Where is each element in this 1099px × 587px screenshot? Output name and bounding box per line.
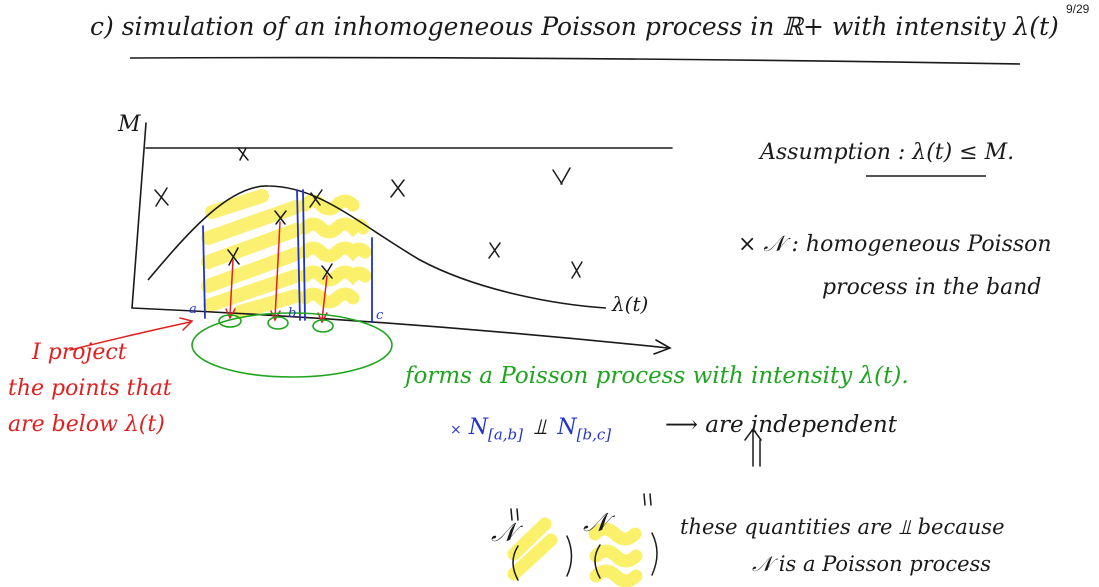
poisson-note-line2: process in the band (822, 275, 1042, 300)
because-note-line2: 𝒩 is a Poisson process (752, 552, 992, 576)
projection-arrows (69, 221, 328, 351)
interval-line-b2 (302, 189, 306, 321)
projection-note-line2: the points that (8, 376, 172, 401)
point-cross (571, 261, 583, 279)
formula-n2-sub: [b,c] (576, 425, 612, 444)
formula-n1-sub: [a,b] (487, 425, 524, 444)
x-axis (131, 307, 669, 349)
point-cross (309, 189, 323, 208)
independent-note: ⟶ are independent (665, 412, 897, 438)
heading-underline (129, 56, 1021, 65)
highlight-region-b-c (298, 194, 372, 309)
point-cross (154, 187, 169, 207)
poisson-points (154, 147, 583, 280)
projection-note-line1: I project (32, 340, 127, 365)
formula-n2: N (557, 415, 577, 440)
point-cross (390, 179, 405, 198)
interval-label-c: c (376, 308, 384, 323)
formula-cross: × (450, 422, 462, 438)
intensity-curve (147, 185, 607, 309)
interval-line-b1 (296, 189, 301, 321)
page-number: 9/29 (1066, 2, 1090, 16)
highlight-region-a-b (201, 189, 303, 319)
because-note-line1: these quantities are ⫫ because (680, 515, 1005, 539)
projected-points (191, 312, 393, 378)
assumption-note: Assumption : λ(t) ≤ M. (760, 140, 1015, 165)
formula: × N[a,b] ⫫ N[b,c] (450, 415, 611, 443)
poisson-symbol-left: 𝒩 (491, 518, 516, 548)
point-cross (488, 242, 501, 259)
x-axis-arrowhead (653, 339, 672, 355)
curve-label: λ(t) (612, 292, 649, 316)
poisson-note-line1: × 𝒩 : homogeneous Poisson (738, 232, 1052, 257)
y-axis-label: M (118, 112, 141, 137)
y-axis (131, 122, 147, 309)
interval-line-a (202, 225, 206, 319)
projection-note-line3: are below λ(t) (8, 412, 165, 437)
point-cross (552, 167, 571, 185)
point-cross (274, 210, 287, 225)
bottom-marks (510, 427, 762, 581)
annotation-arrow (69, 321, 191, 351)
interval-label-a: a (189, 302, 197, 317)
interval-lines (202, 189, 373, 323)
point-cross (321, 263, 333, 280)
graph-axes (131, 122, 673, 355)
point-cross (237, 147, 249, 161)
heading: c) simulation of an inhomogeneous Poisso… (90, 12, 1059, 41)
poisson-symbol-right: 𝒩 (583, 508, 608, 538)
formula-independence-symbol: ⫫ (534, 415, 547, 440)
forms-note: forms a Poisson process with intensity λ… (405, 363, 909, 389)
point-cross (227, 247, 240, 266)
interval-label-b: b (288, 306, 297, 321)
yellow-blob-group (507, 517, 643, 587)
projection-ellipse (191, 312, 393, 378)
formula-n1: N (468, 415, 488, 440)
